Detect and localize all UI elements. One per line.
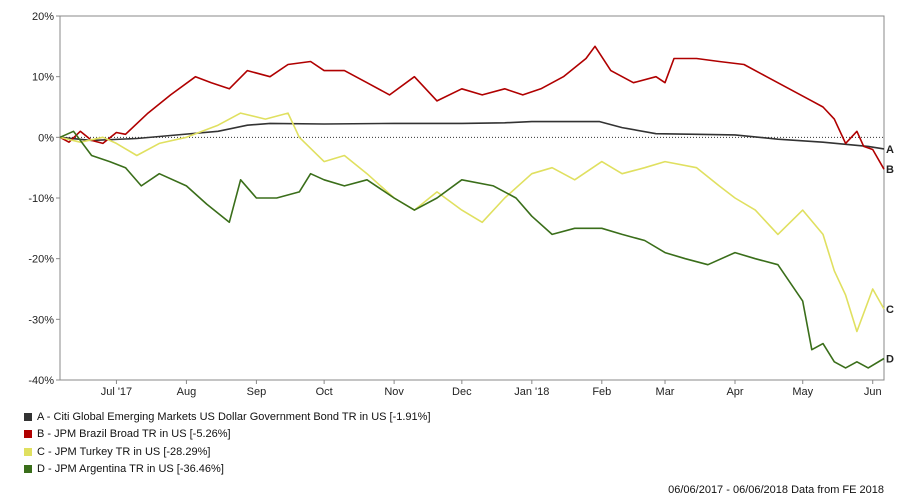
- series-line-c: [59, 112, 885, 333]
- y-tick-label: -20%: [28, 254, 54, 266]
- y-tick-label: -40%: [28, 375, 54, 387]
- series-line-a: [59, 120, 885, 150]
- y-tick-label: 20%: [32, 11, 54, 23]
- legend-swatch-d: [24, 465, 32, 474]
- legend-item[interactable]: C - JPM Turkey TR in US [-28.29%]: [24, 443, 431, 461]
- footer-source: 06/06/2017 - 06/06/2018 Data from FE 201…: [668, 484, 884, 496]
- x-tick-label: Mar: [656, 386, 675, 398]
- x-tick-label: Jan '18: [514, 386, 549, 398]
- x-tick-label: Aug: [177, 386, 197, 398]
- x-tick-label: Apr: [726, 386, 743, 398]
- legend-label-d: D - JPM Argentina TR in US [-36.46%]: [37, 463, 224, 476]
- legend-item[interactable]: A - Citi Global Emerging Markets US Doll…: [24, 408, 431, 426]
- x-tick-label: Oct: [316, 386, 333, 398]
- x-tick-label: Dec: [452, 386, 472, 398]
- legend-label-c: C - JPM Turkey TR in US [-28.29%]: [37, 445, 211, 458]
- legend-item[interactable]: B - JPM Brazil Broad TR in US [-5.26%]: [24, 426, 431, 444]
- x-tick-label: Jul '17: [101, 386, 132, 398]
- end-label-d: D: [886, 354, 894, 366]
- end-label-a: A: [886, 144, 894, 156]
- y-tick-label: 10%: [32, 72, 54, 84]
- legend-item[interactable]: D - JPM Argentina TR in US [-36.46%]: [24, 461, 431, 479]
- series-group: [59, 45, 885, 369]
- legend-label-b: B - JPM Brazil Broad TR in US [-5.26%]: [37, 428, 231, 441]
- y-tick-label: 0%: [38, 132, 54, 144]
- end-labels: AB C D: [886, 144, 894, 366]
- legend: A - Citi Global Emerging Markets US Doll…: [24, 408, 431, 478]
- end-label-c: C: [886, 304, 894, 316]
- series-line-b: [59, 45, 885, 170]
- x-tick-label: Jun: [864, 386, 882, 398]
- y-tick-label: -10%: [28, 193, 54, 205]
- y-tick-label: -30%: [28, 314, 54, 326]
- x-tick-label: May: [792, 386, 813, 398]
- x-tick-label: Nov: [384, 386, 404, 398]
- line-chart: 20% 10% 0% -10% -20% -30% -40% Jul '17 Aug Sep Oc…: [28, 11, 894, 398]
- plot-area: [59, 15, 885, 381]
- series-line-d: [59, 130, 885, 369]
- legend-label-a: A - Citi Global Emerging Markets US Doll…: [37, 410, 431, 423]
- x-axis: Jul '17 Aug Sep Oct Nov Dec Jan '18 Feb Mar Apr Ma…: [101, 380, 882, 398]
- x-tick-label: Sep: [247, 386, 267, 398]
- y-axis: 20% 10% 0% -10% -20% -30% -40%: [28, 11, 60, 387]
- x-tick-label: Feb: [592, 386, 611, 398]
- legend-swatch-b: [24, 430, 32, 439]
- legend-swatch-c: [24, 447, 32, 456]
- end-label-b: B: [886, 164, 894, 176]
- legend-swatch-a: [24, 412, 32, 421]
